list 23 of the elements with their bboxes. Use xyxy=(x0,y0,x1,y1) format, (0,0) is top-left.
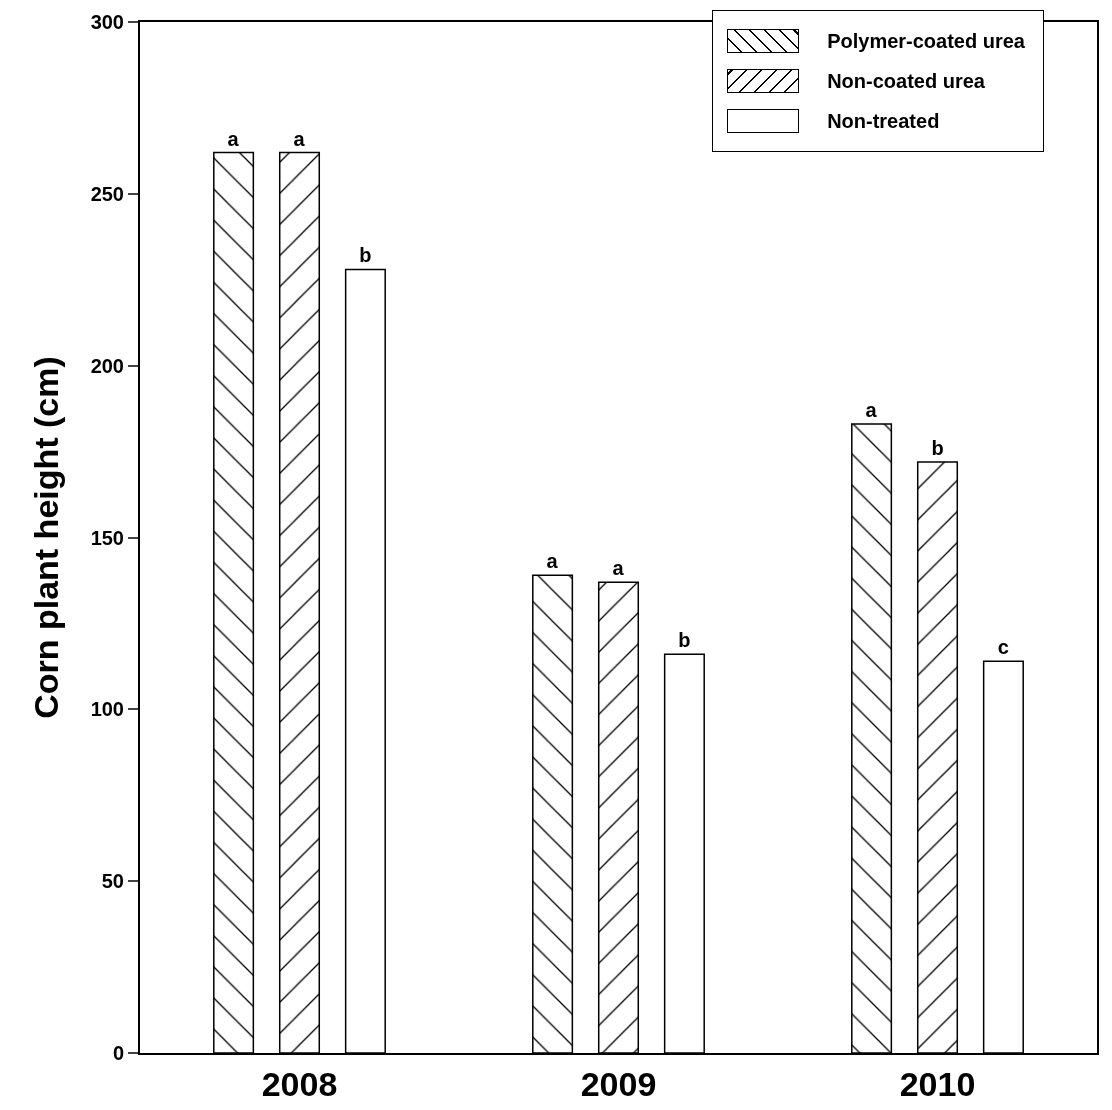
y-tick-label: 300 xyxy=(90,11,124,33)
y-tick-label: 150 xyxy=(90,526,124,549)
data-label: c xyxy=(997,636,1009,659)
x-tick-label: 2009 xyxy=(580,1064,657,1103)
legend-label: Non-coated urea xyxy=(827,69,985,93)
y-tick-label: 0 xyxy=(112,1042,124,1064)
legend-label: Non-treated xyxy=(827,109,940,133)
y-tick-label: 200 xyxy=(90,354,124,377)
y-tick-label: 50 xyxy=(101,870,124,893)
data-label: a xyxy=(612,557,625,580)
data-label: b xyxy=(678,629,691,652)
data-label: a xyxy=(865,399,878,422)
data-label: a xyxy=(546,550,559,573)
y-tick-label: 100 xyxy=(90,698,124,721)
data-label: b xyxy=(931,436,944,459)
x-tick-label: 2008 xyxy=(261,1064,338,1103)
x-tick-label: 2010 xyxy=(899,1064,976,1103)
data-label: b xyxy=(359,244,372,267)
legend-label: Polymer-coated urea xyxy=(827,29,1025,53)
y-axis-title: Corn plant height (cm) xyxy=(26,356,65,719)
data-label: a xyxy=(227,127,240,150)
data-label: a xyxy=(293,127,306,150)
y-tick-label: 250 xyxy=(90,182,124,205)
